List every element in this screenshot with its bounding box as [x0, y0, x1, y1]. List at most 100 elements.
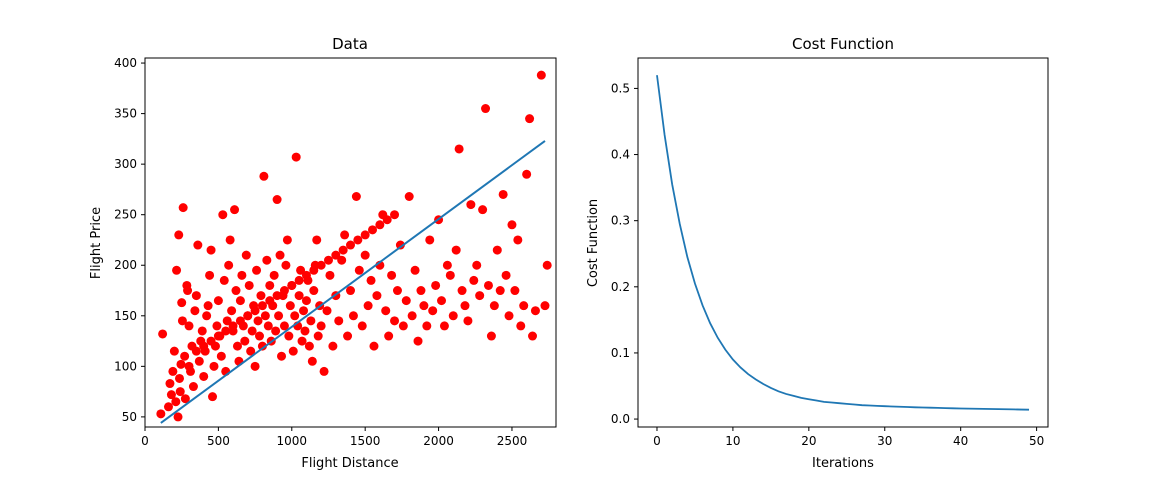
scatter-point: [227, 306, 237, 316]
scatter-point: [277, 351, 287, 361]
x-tick-label: 1000: [277, 434, 308, 448]
scatter-point: [205, 270, 215, 280]
scatter-point: [281, 260, 291, 270]
scatter-point: [366, 275, 376, 285]
scatter-point: [313, 331, 323, 341]
scatter-point: [306, 316, 316, 326]
scatter-point: [428, 306, 438, 316]
scatter-point: [348, 311, 358, 321]
scatter-point: [338, 245, 348, 255]
scatter-point: [240, 336, 250, 346]
scatter-point: [401, 296, 411, 306]
scatter-point: [272, 195, 282, 205]
scatter-point: [194, 356, 204, 366]
scatter-point: [184, 321, 194, 331]
y-tick-label: 0.5: [611, 81, 630, 95]
scatter-point: [337, 255, 347, 265]
scatter-point: [495, 286, 505, 296]
y-tick-label: 0.0: [611, 412, 630, 426]
scatter-point: [254, 331, 264, 341]
y-tick-label: 200: [114, 258, 137, 272]
scatter-point: [363, 301, 373, 311]
scatter-point: [199, 341, 209, 351]
y-tick-label: 350: [114, 107, 137, 121]
scatter-point: [392, 286, 402, 296]
scatter-point: [481, 104, 491, 114]
scatter-point: [191, 291, 201, 301]
scatter-point: [253, 316, 263, 326]
scatter-point: [231, 286, 241, 296]
scatter-point: [540, 301, 550, 311]
scatter-point: [454, 144, 464, 154]
scatter-point: [387, 270, 397, 280]
scatter-point: [489, 301, 499, 311]
y-tick-label: 400: [114, 56, 137, 70]
scatter-point: [513, 235, 523, 245]
scatter-point: [206, 336, 216, 346]
scatter-point: [259, 171, 269, 181]
y-tick-label: 300: [114, 157, 137, 171]
scatter-point: [169, 346, 179, 356]
cost-function-chart: Cost Function Iterations Cost Function 0…: [586, 35, 1049, 471]
x-tick-label: 2500: [497, 434, 528, 448]
scatter-point: [416, 286, 426, 296]
scatter-point: [445, 270, 455, 280]
scatter-point: [173, 412, 183, 422]
scatter-point: [190, 306, 200, 316]
regression-line: [160, 140, 546, 424]
x-tick-label: 10: [725, 434, 740, 448]
x-tick-label: 0: [141, 434, 149, 448]
scatter-point: [360, 230, 370, 240]
scatter-point: [395, 240, 405, 250]
x-tick-label: 2000: [423, 434, 454, 448]
scatter-point: [285, 301, 295, 311]
x-tick-label: 50: [1029, 434, 1044, 448]
scatter-point: [183, 286, 193, 296]
cost-line: [656, 75, 1030, 411]
scatter-point: [309, 265, 319, 275]
scatter-point: [334, 316, 344, 326]
scatter-point: [180, 394, 190, 404]
scatter-point: [203, 301, 213, 311]
scatter-point: [507, 220, 517, 230]
plot-area: [656, 75, 1030, 411]
scatter-point: [413, 336, 423, 346]
scatter-point: [528, 331, 538, 341]
scatter-point: [265, 280, 275, 290]
scatter-point: [156, 409, 166, 419]
scatter-point: [163, 402, 173, 412]
scatter-point: [325, 270, 335, 280]
scatter-point: [296, 265, 306, 275]
scatter-point: [331, 250, 341, 260]
axes-frame: [144, 57, 557, 428]
scatter-point: [213, 331, 223, 341]
scatter-point: [382, 215, 392, 225]
scatter-point: [504, 311, 514, 321]
scatter-point: [390, 210, 400, 220]
scatter-point: [469, 275, 479, 285]
scatter-point: [260, 311, 270, 321]
scatter-point: [288, 346, 298, 356]
scatter-point: [390, 316, 400, 326]
x-tick-label: 0: [653, 434, 661, 448]
scatter-point: [180, 351, 190, 361]
scatter-point: [381, 306, 391, 316]
scatter-point: [346, 240, 355, 250]
scatter-point: [221, 326, 231, 336]
scatter-point: [184, 361, 194, 371]
scatter-point: [340, 230, 350, 240]
scatter-point: [272, 291, 282, 301]
scatter-point: [172, 265, 182, 275]
scatter-point: [466, 200, 476, 210]
scatter-point: [284, 331, 294, 341]
scatter-point: [241, 250, 251, 260]
scatter-point: [178, 203, 188, 213]
scatter-point: [177, 316, 187, 326]
scatter-point: [282, 235, 292, 245]
scatter-point: [369, 341, 379, 351]
x-tick-label: 1500: [350, 434, 381, 448]
scatter-point: [188, 382, 198, 392]
scatter-point: [199, 371, 209, 381]
scatter-point: [219, 275, 229, 285]
